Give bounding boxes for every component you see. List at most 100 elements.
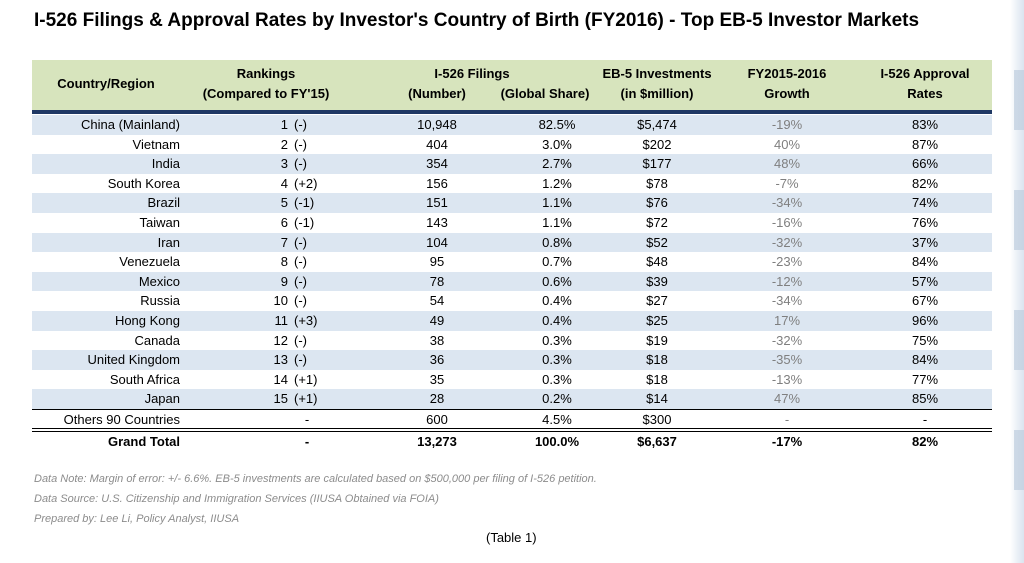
table-row: Hong Kong 11 (+3) 49 0.4% $25 17% 96% bbox=[32, 310, 992, 331]
approval-rate-cell: 75% bbox=[911, 332, 939, 348]
rank-cell: - bbox=[304, 411, 310, 427]
growth-cell: -32% bbox=[771, 332, 803, 348]
double-rule bbox=[32, 428, 992, 432]
rank-cell: - bbox=[304, 434, 310, 449]
global-share-cell: 0.4% bbox=[542, 293, 572, 309]
approval-rate-cell: 77% bbox=[911, 371, 939, 387]
header-investments: EB-5 Investments bbox=[602, 66, 712, 81]
prepared-by: Prepared by: Lee Li, Policy Analyst, IIU… bbox=[34, 513, 240, 525]
growth-cell: -32% bbox=[771, 234, 803, 250]
slide-edge-decoration bbox=[1010, 0, 1024, 563]
growth-cell: -34% bbox=[771, 195, 803, 211]
data-source: Data Source: U.S. Citizenship and Immigr… bbox=[34, 493, 439, 505]
table-row: South Africa 14 (+1) 35 0.3% $18 -13% 77% bbox=[32, 370, 992, 390]
header-country: Country/Region bbox=[57, 76, 155, 91]
growth-cell: 48% bbox=[773, 156, 801, 172]
investment-cell: $5,474 bbox=[637, 117, 677, 132]
approval-rate-cell: 74% bbox=[911, 195, 939, 211]
investment-cell: $25 bbox=[646, 312, 668, 328]
approval-rate-cell: 96% bbox=[911, 312, 939, 328]
table-row: Brazil 5 (-1) 151 1.1% $76 -34% 74% bbox=[32, 193, 992, 213]
investment-cell: $177 bbox=[642, 156, 672, 172]
country-cell: Mexico bbox=[138, 273, 180, 289]
approval-rate-cell: 87% bbox=[911, 136, 939, 152]
global-share-cell: 100.0% bbox=[534, 434, 580, 449]
grand-total-section: Grand Total - 13,273 100.0% $6,637 -17% … bbox=[32, 428, 992, 451]
investment-cell: $78 bbox=[646, 175, 668, 191]
country-cell: Taiwan bbox=[139, 214, 180, 230]
approval-rate-cell: 83% bbox=[911, 117, 939, 132]
country-cell: Russia bbox=[140, 293, 180, 309]
table-header: Country/Region Rankings (Compared to FY'… bbox=[32, 60, 992, 110]
header-filings-number: (Number) bbox=[408, 86, 466, 101]
table-row: Japan 15 (+1) 28 0.2% $14 47% 85% bbox=[32, 389, 992, 409]
approval-rate-cell: 82% bbox=[911, 175, 939, 191]
data-note: Data Note: Margin of error: +/- 6.6%. EB… bbox=[34, 473, 597, 485]
investment-cell: $6,637 bbox=[637, 434, 677, 449]
header-investments-sub: (in $million) bbox=[620, 86, 694, 101]
header-filings: I-526 Filings bbox=[434, 66, 510, 81]
filings-number-cell: 38 bbox=[429, 332, 445, 348]
filings-number-cell: 54 bbox=[429, 293, 445, 309]
filings-number-cell: 151 bbox=[426, 195, 448, 211]
header-growth-sub: Growth bbox=[764, 86, 810, 101]
investment-cell: $48 bbox=[646, 254, 668, 270]
others-row: Others 90 Countries - 600 4.5% $300 - - bbox=[32, 408, 992, 430]
investment-cell: $202 bbox=[642, 136, 672, 152]
table-body: China (Mainland) 1 (-) 10,948 82.5% $5,47… bbox=[32, 115, 992, 430]
table-row: Russia 10 (-) 54 0.4% $27 -34% 67% bbox=[32, 291, 992, 311]
growth-cell: -17% bbox=[771, 434, 803, 449]
country-cell: South Africa bbox=[109, 371, 180, 387]
growth-cell: -13% bbox=[771, 371, 803, 387]
table-row: Vietnam 2 (-) 404 3.0% $202 40% 87% bbox=[32, 135, 992, 155]
header-rule bbox=[32, 110, 992, 114]
filings-number-cell: 10,948 bbox=[417, 117, 457, 132]
approval-rate-cell: - bbox=[922, 411, 928, 427]
header-rankings-sub: (Compared to FY'15) bbox=[202, 86, 330, 101]
table-row: United Kingdom 13 (-) 36 0.3% $18 -35% 84… bbox=[32, 350, 992, 370]
growth-cell: -16% bbox=[771, 214, 803, 230]
filings-number-cell: 404 bbox=[426, 136, 448, 152]
filings-number-cell: 28 bbox=[429, 391, 445, 407]
filings-number-cell: 95 bbox=[429, 254, 445, 270]
investment-cell: $18 bbox=[646, 352, 668, 368]
country-cell: Iran bbox=[157, 234, 180, 250]
growth-cell: - bbox=[784, 411, 790, 427]
filings-number-cell: 49 bbox=[429, 312, 445, 328]
country-cell: Venezuela bbox=[119, 254, 180, 270]
approval-rate-cell: 76% bbox=[911, 214, 939, 230]
investment-cell: $27 bbox=[646, 293, 668, 309]
investment-cell: $39 bbox=[646, 273, 668, 289]
investment-cell: $300 bbox=[642, 411, 672, 427]
country-cell: Vietnam bbox=[132, 136, 180, 152]
country-cell: India bbox=[151, 156, 180, 172]
global-share-cell: 1.1% bbox=[542, 195, 572, 211]
table-row: Canada 12 (-) 38 0.3% $19 -32% 75% bbox=[32, 331, 992, 351]
table-row: Venezuela 8 (-) 95 0.7% $48 -23% 84% bbox=[32, 252, 992, 272]
table-row: South Korea 4 (+2) 156 1.2% $78 -7% 82% bbox=[32, 174, 992, 194]
grand-total-row: Grand Total - 13,273 100.0% $6,637 -17% … bbox=[32, 432, 992, 451]
header-approval-rate: I-526 Approval bbox=[880, 66, 970, 81]
approval-rate-cell: 66% bbox=[911, 156, 939, 172]
growth-cell: -23% bbox=[771, 254, 803, 270]
global-share-cell: 0.6% bbox=[542, 273, 572, 289]
global-share-cell: 2.7% bbox=[542, 156, 572, 172]
country-cell: South Korea bbox=[107, 175, 180, 191]
country-cell: China (Mainland) bbox=[81, 117, 180, 132]
global-share-cell: 0.8% bbox=[542, 234, 572, 250]
country-cell: Canada bbox=[134, 332, 180, 348]
approval-rate-cell: 67% bbox=[911, 293, 939, 309]
country-cell: Others 90 Countries bbox=[63, 411, 180, 427]
table-caption: (Table 1) bbox=[486, 530, 537, 545]
growth-cell: -12% bbox=[771, 273, 803, 289]
investment-cell: $19 bbox=[646, 332, 668, 348]
growth-cell: 47% bbox=[773, 391, 801, 407]
global-share-cell: 0.7% bbox=[542, 254, 572, 270]
global-share-cell: 1.2% bbox=[542, 175, 572, 191]
investment-cell: $14 bbox=[646, 391, 668, 407]
investment-cell: $76 bbox=[646, 195, 668, 211]
global-share-cell: 0.3% bbox=[542, 352, 572, 368]
global-share-cell: 82.5% bbox=[538, 117, 576, 132]
growth-cell: -19% bbox=[771, 117, 803, 132]
country-cell: Japan bbox=[144, 391, 180, 407]
